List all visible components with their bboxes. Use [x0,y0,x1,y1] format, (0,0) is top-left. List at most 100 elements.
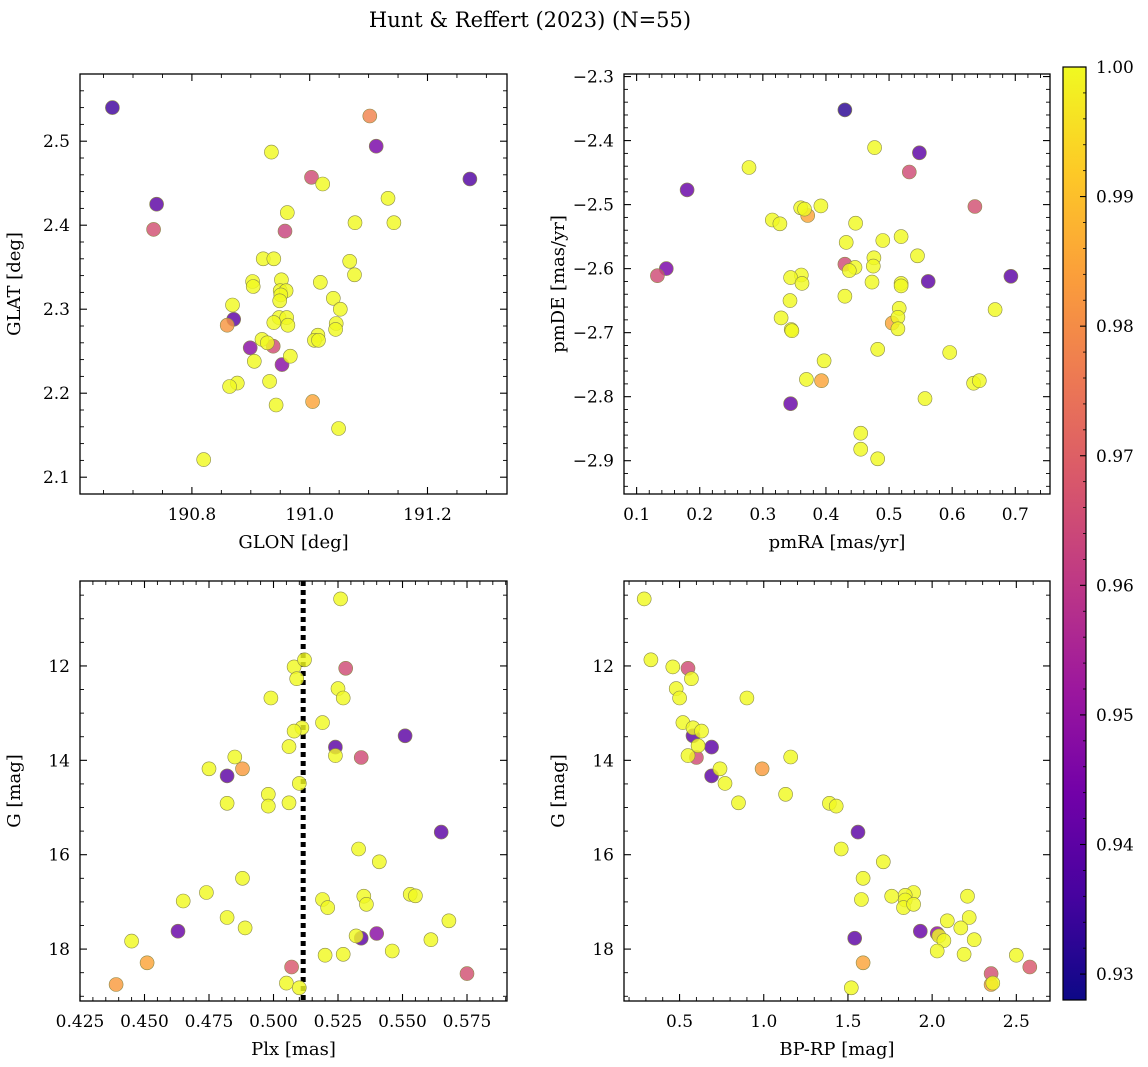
axes-frame [79,73,508,495]
data-point [279,975,294,991]
y-tick-label: 18 [592,940,614,960]
data-point [936,933,952,948]
x-tick-label: 0.450 [120,1012,169,1032]
data-point [813,198,829,214]
data-point [408,888,423,904]
y-tick-label: −2.8 [573,388,614,408]
data-point [175,893,191,909]
data-point [281,739,297,754]
data-point [369,926,385,941]
y-tick-label: 16 [592,846,614,866]
data-point [338,660,354,676]
y-tick-label: 2.4 [43,216,70,236]
data-point [333,591,348,607]
y-axis-label: G [mag] [548,754,569,827]
y-tick-label: 2.3 [43,300,70,320]
data-point [260,798,276,814]
data-point [312,274,328,290]
y-tick-label: −2.6 [573,260,614,280]
data-point [961,910,977,925]
data-point [235,761,250,777]
x-tick-label: 190.8 [168,505,217,525]
data-point [320,900,336,915]
data-point [291,776,307,791]
data-point [368,138,384,154]
data-point [219,768,235,784]
data-point [219,317,235,333]
data-point [225,297,240,313]
data-point [259,335,275,351]
data-point [423,932,439,948]
panel-sky: 190.8 191.0 191.2 2.1 2.2 2.3 2.4 2.5 GLON [deg]… [4,73,508,553]
axes-frame [623,73,1051,495]
data-point [650,268,665,284]
data-point [778,786,793,802]
data-point [942,345,958,360]
data-point [953,920,969,936]
data-point [332,301,348,317]
data-point [797,201,812,217]
data-point [939,913,955,929]
x-tick-label: 2.5 [1003,1012,1030,1032]
data-point [843,980,859,996]
data-point [784,323,800,339]
y-tick-label: 2.5 [43,132,70,152]
x-tick-label: 0.2 [686,505,713,525]
data-point [315,176,331,192]
data-point [893,278,909,294]
data-point [1008,947,1024,963]
colorbar-tick-label: 0.94 [1096,836,1134,856]
data-point [782,293,798,308]
data-point [384,943,400,959]
data-point [910,248,925,264]
axes-frame [623,580,1051,1002]
x-tick-label: 2.0 [919,1012,946,1032]
y-tick-label: −2.9 [573,452,614,472]
data-point [929,943,945,959]
data-point [754,761,770,777]
data-point [833,841,849,857]
data-point [305,394,320,409]
points-cmd [636,591,1038,996]
data-point [170,923,186,939]
data-point [794,276,810,291]
panel-cmd: 0.5 1.0 1.5 2.0 2.5 12 14 16 18 BP-RP [mag] G [mag… [548,580,1051,1060]
x-tick-label: 0.5 [876,505,903,525]
data-point [783,749,799,765]
x-tick-label: 0.575 [443,1012,492,1032]
y-tick-label: −2.3 [573,68,614,88]
data-point [222,379,237,394]
colorbar: 0.93 0.94 0.95 0.96 0.97 0.98 0.99 1.00 [1062,58,1134,1001]
x-tick-label: 0.550 [378,1012,427,1032]
data-point [694,723,709,739]
data-point [837,102,853,118]
data-point [264,144,279,160]
y-tick-label: 12 [48,657,70,677]
data-point [884,888,900,904]
data-point [281,795,297,811]
data-point [838,235,854,250]
y-tick-label: −2.7 [573,324,614,344]
data-point [459,966,475,981]
x-tick-label: 191.2 [403,505,452,525]
data-point [875,233,891,248]
data-point [870,451,886,467]
data-point [920,274,936,289]
data-point [847,930,863,946]
data-point [741,160,757,175]
data-point [912,145,927,161]
data-point [855,955,871,971]
data-point [783,396,798,412]
data-point [1003,268,1019,284]
data-point [266,315,282,330]
data-point [325,290,341,306]
data-point [335,690,351,706]
data-point [799,372,814,387]
panel-g_plx: 0.425 0.450 0.475 0.500 0.525 0.550 0.575 12 14 1… [4,580,508,1060]
y-tick-label: 2.1 [43,468,70,488]
data-point [814,373,829,389]
colorbar-tick-label: 0.96 [1096,576,1134,596]
data-point [262,374,277,389]
data-point [353,750,369,765]
data-point [672,690,687,706]
